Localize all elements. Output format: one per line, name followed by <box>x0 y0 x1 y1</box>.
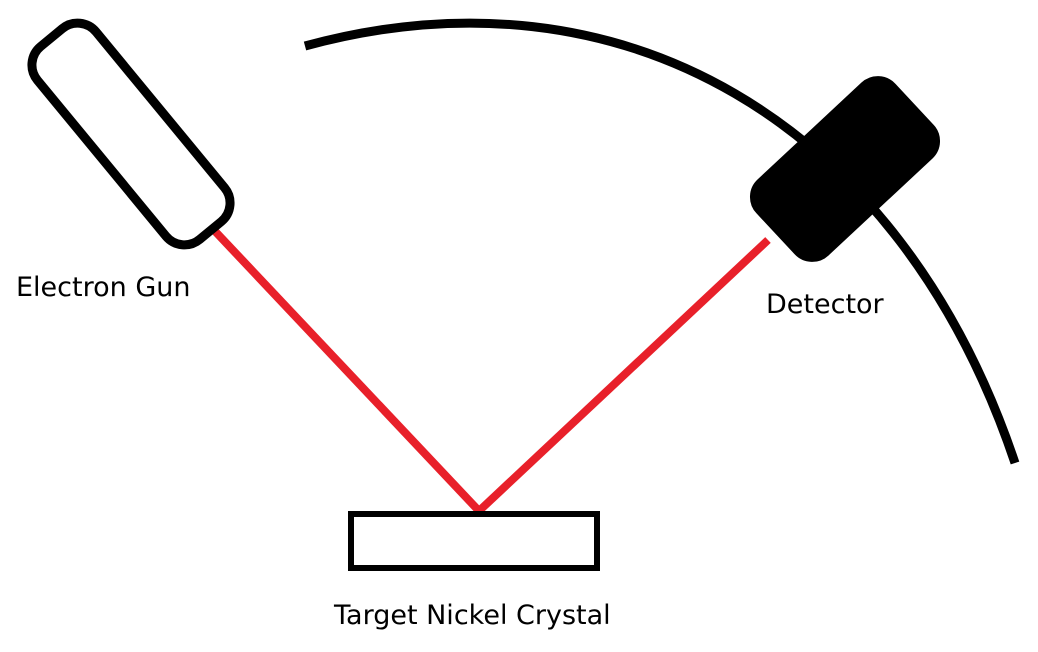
electron-gun <box>27 18 235 250</box>
target-nickel-crystal <box>348 511 600 571</box>
electron-gun-label: Electron Gun <box>16 272 190 303</box>
detector-arc <box>303 18 1020 465</box>
detector <box>749 76 941 262</box>
scattered-beam <box>476 237 771 514</box>
incident-beam <box>209 225 482 514</box>
detector-label: Detector <box>766 289 885 320</box>
target-label: Target Nickel Crystal <box>333 600 611 631</box>
